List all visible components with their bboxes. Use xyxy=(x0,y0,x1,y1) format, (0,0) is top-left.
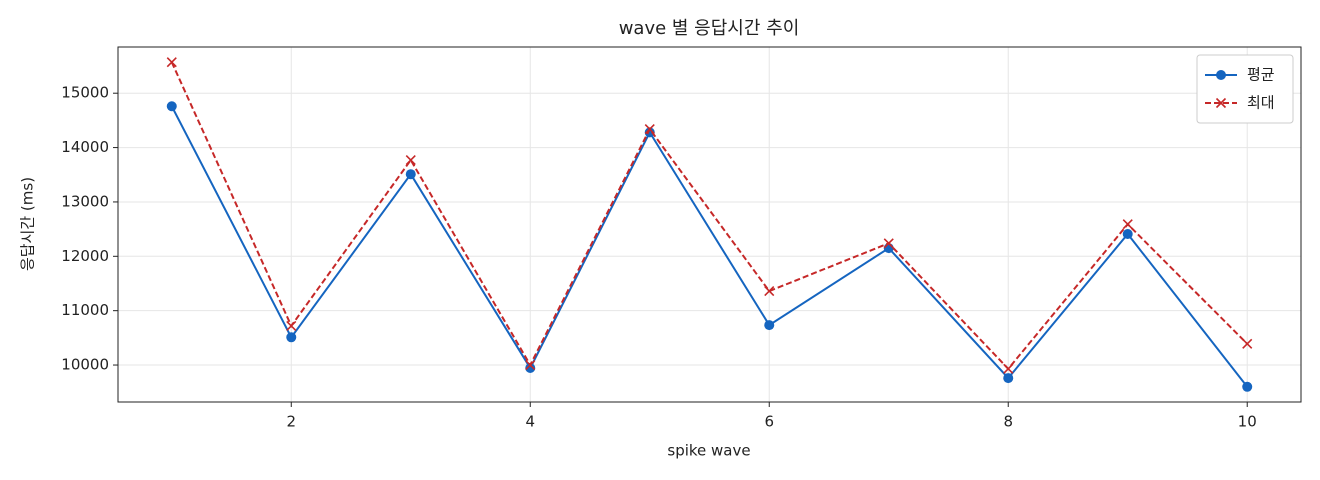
legend-label: 최대 xyxy=(1247,94,1275,112)
x-tick-label: 8 xyxy=(1003,413,1013,431)
marker xyxy=(166,57,177,68)
marker xyxy=(1122,219,1133,230)
marker xyxy=(405,155,416,166)
x-tick-label: 4 xyxy=(525,413,535,431)
marker xyxy=(1003,363,1014,374)
marker xyxy=(1242,338,1253,349)
series-line xyxy=(170,61,1248,371)
x-tick-label: 10 xyxy=(1238,413,1257,431)
y-tick-label: 14000 xyxy=(61,138,109,156)
legend-label: 평균 xyxy=(1247,66,1275,84)
marker xyxy=(1122,229,1133,240)
marker xyxy=(764,286,775,297)
marker xyxy=(286,332,297,343)
y-tick-label: 10000 xyxy=(61,356,109,374)
x-tick-label: 2 xyxy=(286,413,296,431)
marker xyxy=(1242,381,1253,392)
y-tick-label: 12000 xyxy=(61,247,109,265)
plot-frame xyxy=(117,46,1302,403)
y-tick-label: 13000 xyxy=(61,192,109,210)
chart-title: wave 별 응답시간 추이 xyxy=(619,18,800,39)
series-line xyxy=(170,105,1249,388)
y-axis-label: 응답시간 (ms) xyxy=(19,177,37,271)
y-tick-label: 15000 xyxy=(61,84,109,102)
marker xyxy=(286,320,297,331)
marker xyxy=(525,363,536,374)
x-axis-label: spike wave xyxy=(667,442,750,460)
marker xyxy=(644,127,655,138)
legend-marker xyxy=(1215,97,1227,109)
marker xyxy=(525,359,536,371)
legend-marker xyxy=(1216,70,1226,80)
marker xyxy=(405,169,416,180)
marker xyxy=(644,124,655,135)
marker xyxy=(1003,373,1014,384)
marker xyxy=(166,101,177,112)
marker xyxy=(883,238,894,249)
marker xyxy=(764,320,775,331)
x-tick-label: 6 xyxy=(764,413,774,431)
legend-box xyxy=(1196,54,1294,124)
y-tick-label: 11000 xyxy=(61,301,109,319)
